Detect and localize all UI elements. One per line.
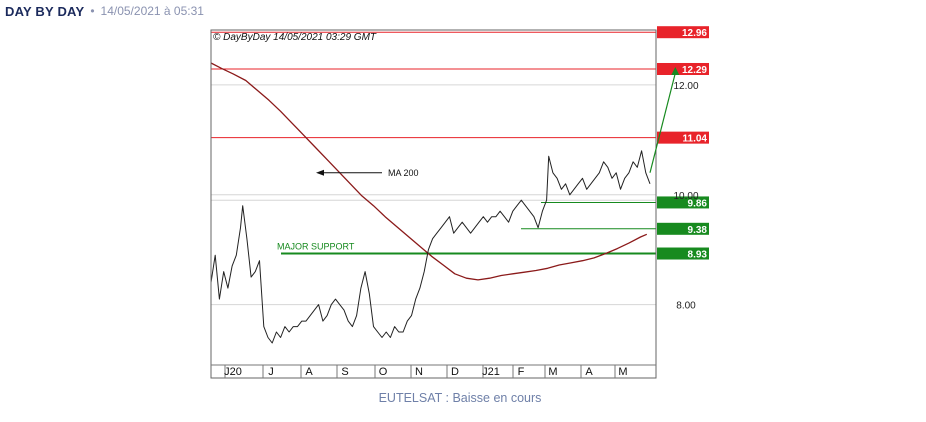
x-tick-label: F bbox=[518, 366, 525, 378]
x-tick-label: A bbox=[585, 366, 593, 378]
x-tick-label: M bbox=[618, 366, 627, 378]
axes: 8.00 10.00 12.00 J20 J A S O N D J21 F M A M bbox=[210, 29, 699, 379]
page-header: DAY BY DAY • 14/05/2021 à 05:31 bbox=[5, 3, 204, 19]
plot-frame bbox=[210, 29, 657, 379]
x-tick-label: A bbox=[305, 366, 313, 378]
price-line bbox=[210, 150, 651, 344]
x-tick-label: D bbox=[451, 366, 459, 378]
level-badge bbox=[657, 131, 709, 144]
publish-timestamp: 14/05/2021 à 05:31 bbox=[100, 4, 204, 18]
ma200-label: MA 200 bbox=[388, 168, 419, 178]
level-badge bbox=[657, 26, 709, 39]
major-support-label: MAJOR SUPPORT bbox=[277, 242, 355, 252]
projection-arrow-line bbox=[649, 72, 676, 173]
level-label: 9.86 bbox=[688, 198, 708, 209]
separator-dot: • bbox=[90, 4, 95, 18]
level-label: 12.96 bbox=[682, 28, 707, 39]
level-label: 9.38 bbox=[688, 225, 708, 236]
x-tick-label: J20 bbox=[224, 366, 242, 378]
annotations: MA 200 MAJOR SUPPORT bbox=[277, 66, 680, 252]
level-badge bbox=[657, 247, 709, 260]
ma200-line bbox=[210, 62, 648, 281]
chart-title: © DayByDay 14/05/2021 03:29 GMT bbox=[213, 32, 377, 43]
level-badge bbox=[657, 196, 709, 209]
level-badge bbox=[657, 222, 709, 235]
level-label: 8.93 bbox=[688, 250, 708, 261]
y-tick-label: 8.00 bbox=[676, 301, 696, 312]
projection-arrow-head bbox=[671, 66, 680, 75]
level-label: 11.04 bbox=[683, 134, 708, 145]
y-tick-label: 12.00 bbox=[673, 81, 698, 92]
brand-logo-text[interactable]: DAY BY DAY bbox=[5, 3, 85, 19]
x-tick-label: O bbox=[379, 366, 388, 378]
level-badge bbox=[657, 62, 709, 75]
x-tick-label: J21 bbox=[482, 366, 500, 378]
x-tick-label: J bbox=[268, 366, 274, 378]
x-tick-label: M bbox=[548, 366, 557, 378]
x-tick-label: S bbox=[341, 366, 348, 378]
grid-lines bbox=[211, 84, 656, 306]
ma200-pointer-head bbox=[316, 169, 324, 176]
y-tick-label: 10.00 bbox=[673, 191, 698, 202]
chart-caption: EUTELSAT : Baisse en cours bbox=[378, 391, 542, 405]
level-label: 12.29 bbox=[682, 65, 707, 76]
series-lines bbox=[210, 62, 651, 344]
support-resistance-levels: 12.96 12.29 11.04 9.86 9.38 8.93 bbox=[211, 26, 709, 261]
x-tick-label: N bbox=[415, 366, 423, 378]
